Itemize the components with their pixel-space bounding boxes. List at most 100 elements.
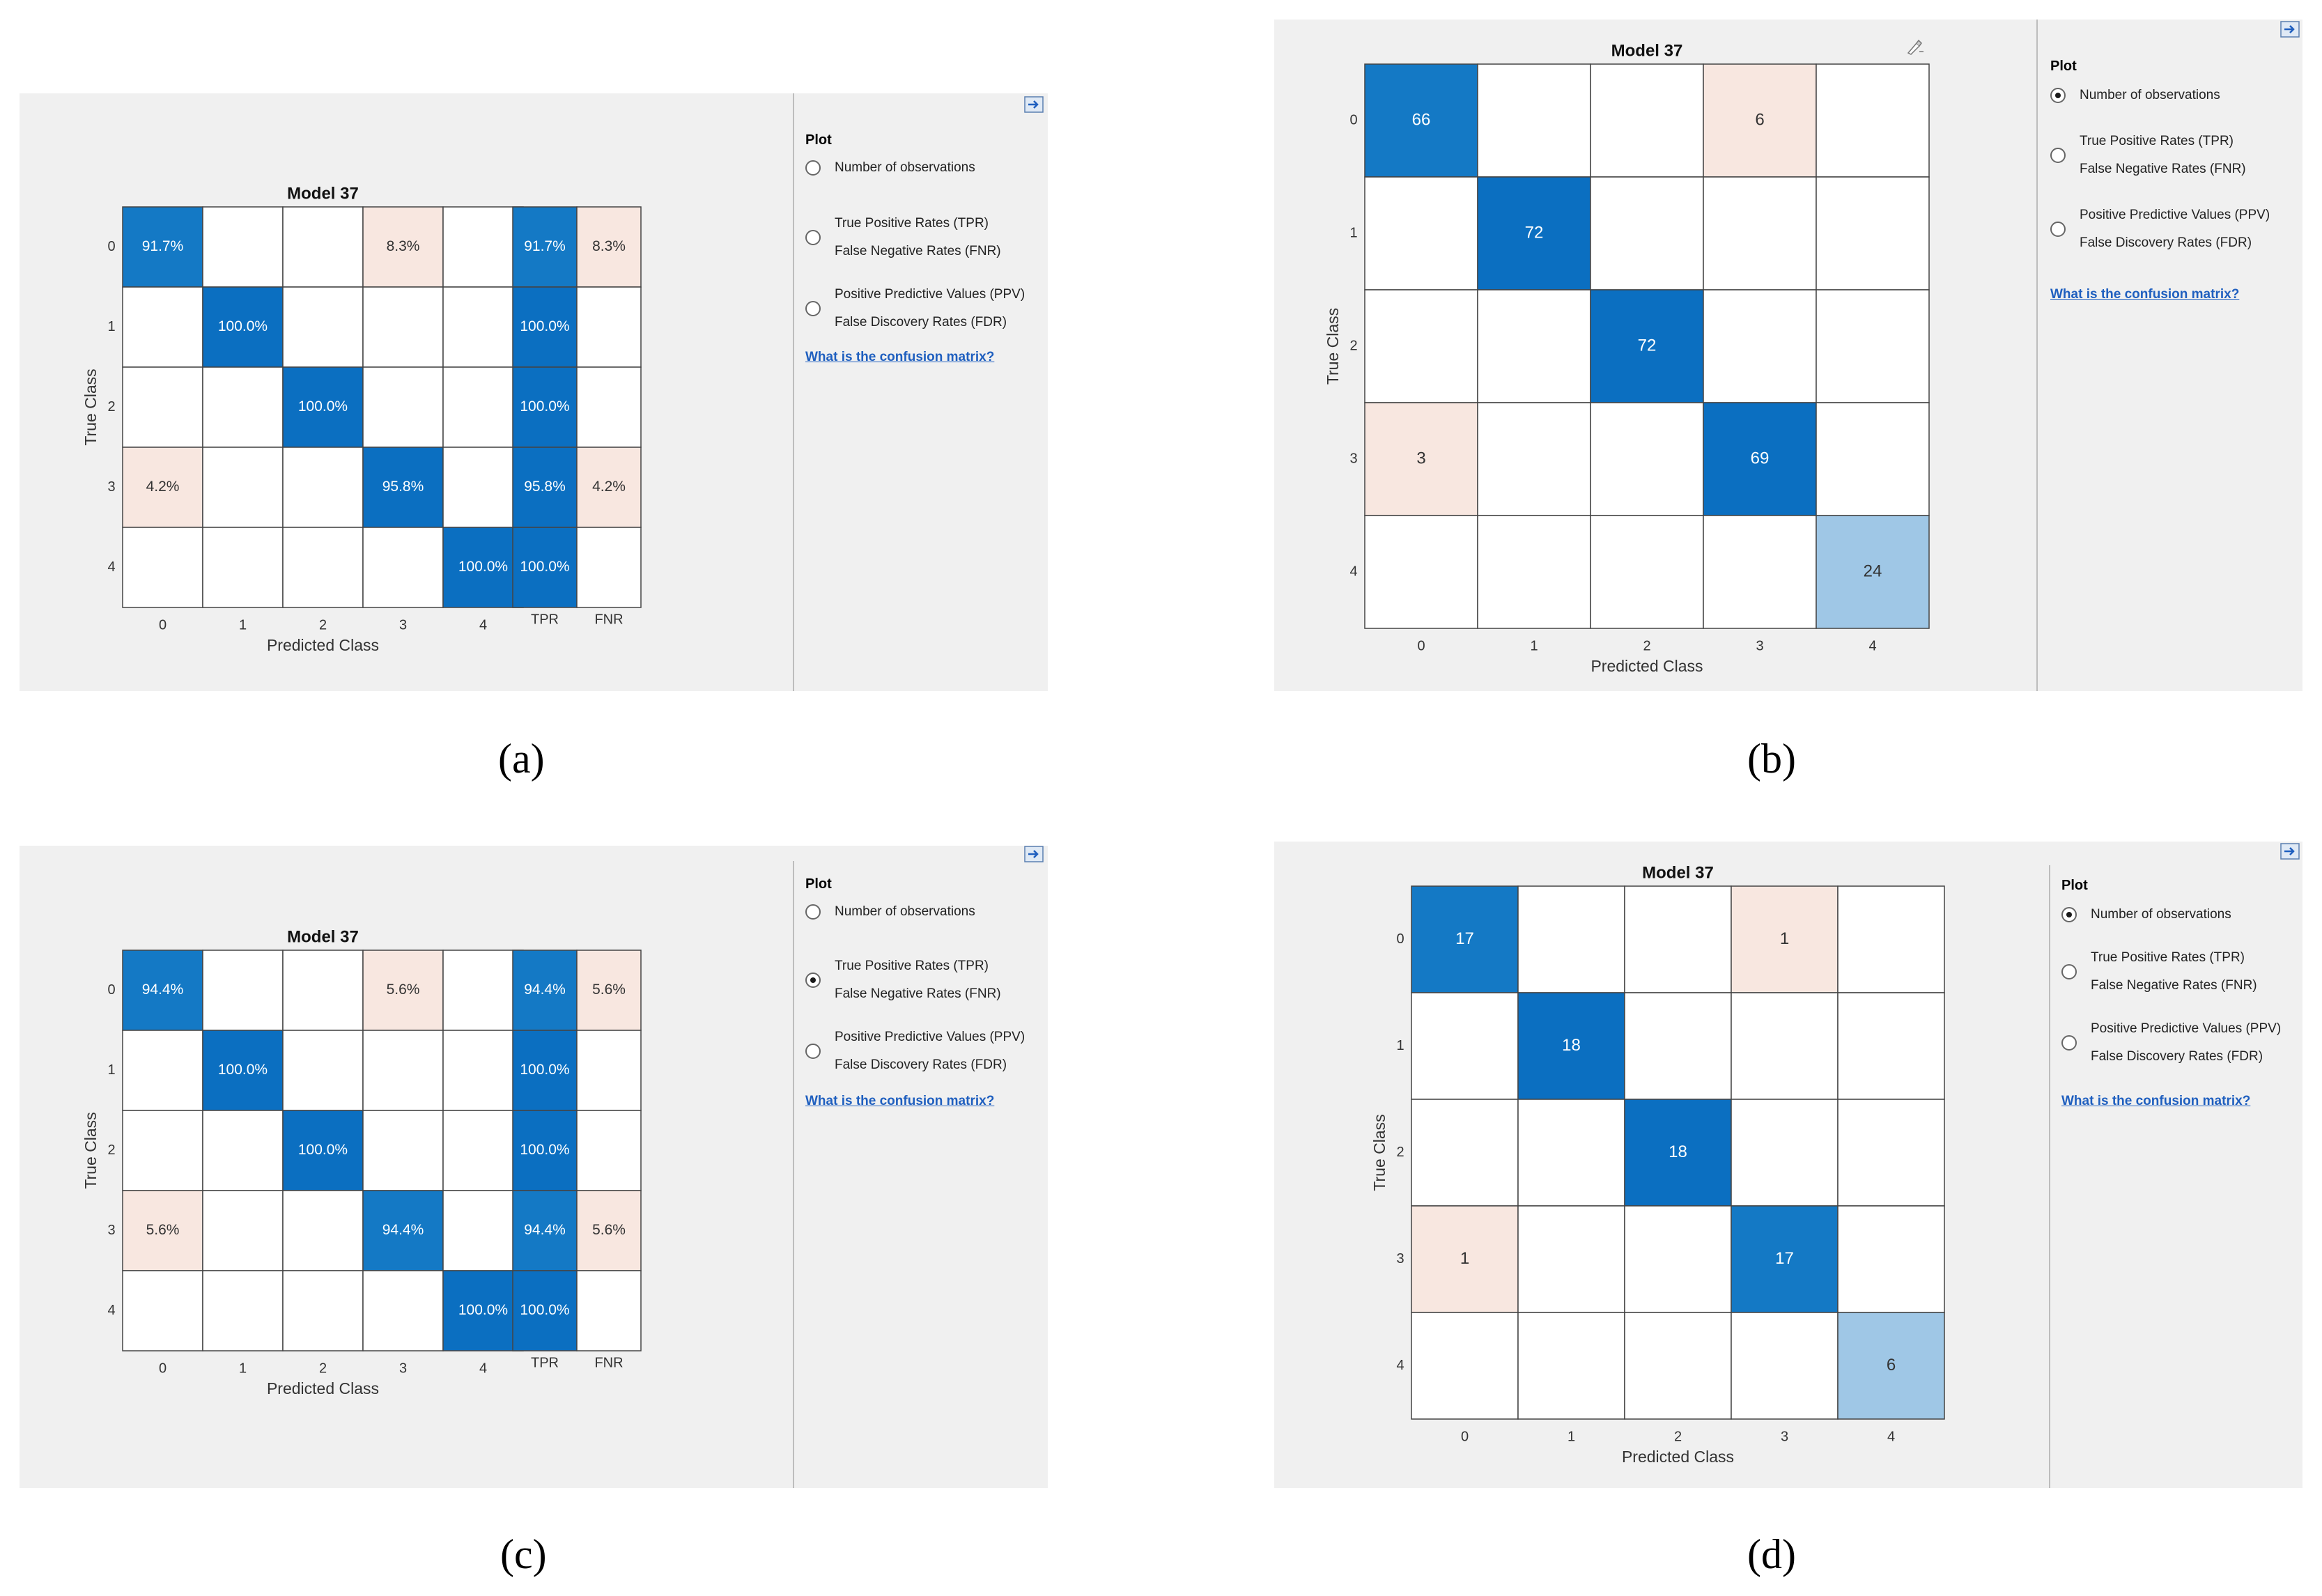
matrix-cell [122,1190,203,1271]
radio-circle[interactable] [805,904,821,920]
radio-circle[interactable] [805,1044,821,1059]
cell-value: 17 [1775,1249,1794,1268]
radio-circle[interactable] [805,301,821,316]
summary-cell [512,527,578,608]
matrix-cell [1517,1205,1625,1313]
x-axis-label: Predicted Class [267,1379,379,1397]
x-tick-label: 4 [1868,638,1876,653]
cell-value: 69 [1751,449,1770,467]
summary-cell [576,286,642,368]
caption-d: (d) [1747,1531,1796,1577]
cell-value: 8.3% [387,238,420,254]
matrix-cell [1477,289,1591,403]
matrix-cell [202,1110,284,1191]
y-tick-label: 1 [1349,225,1357,240]
plot-options-heading: Plot [805,876,832,892]
export-icon[interactable] [1024,96,1044,113]
cell-value: 4.2% [146,479,180,495]
cell-value: 1 [1780,929,1789,948]
radio-circle[interactable] [2061,907,2077,922]
x-tick-label: 3 [399,1361,407,1376]
radio-circle[interactable] [2061,964,2077,979]
y-tick-label: 2 [107,399,115,415]
matrix-cell [362,366,444,448]
y-axis-label: True Class [1324,308,1342,385]
matrix-cell [442,1030,524,1111]
matrix-cell [1477,515,1591,629]
matrix-cell [1411,1312,1519,1420]
matrix-cell [1364,515,1478,629]
matrix-cell [122,206,203,288]
x-tick-label: 3 [1756,638,1763,653]
radio-circle[interactable] [805,973,821,988]
caption-b: (b) [1747,736,1796,782]
cell-value: 100.0% [218,318,268,334]
confusion-matrix-help-link[interactable]: What is the confusion matrix? [2061,1094,2251,1108]
matrix-cell [442,447,524,528]
y-tick-label: 3 [107,479,115,495]
matrix-cell [1477,176,1591,290]
radio-circle[interactable] [805,160,821,176]
y-tick-label: 1 [107,319,115,334]
matrix-cell [1703,515,1817,629]
matrix-cell [1590,289,1704,403]
chart-title: Model 37 [1642,863,1714,882]
matrix-cell [1816,289,1930,403]
y-tick-label: 1 [107,1062,115,1078]
radio-label: Number of observations [2080,88,2220,102]
radio-circle[interactable] [2061,1035,2077,1051]
radio-circle[interactable] [2050,148,2066,163]
summary-cell [576,1030,642,1111]
plot-options-heading: Plot [805,132,832,148]
matrix-cell [122,950,203,1031]
export-icon[interactable] [2280,843,2300,860]
matrix-cell [442,950,524,1031]
y-tick-label: 3 [1349,451,1357,466]
confusion-matrix-help-link[interactable]: What is the confusion matrix? [2050,287,2240,302]
matrix-cell [1517,1312,1625,1420]
confusion-matrix-help-link[interactable]: What is the confusion matrix? [805,1094,995,1108]
cell-value: 6 [1755,110,1764,129]
panel-d: Model 37 17 1 18 18 1 17 6 0 1 2 3 4 0 1 2 3 4 Predicted C… [1274,842,2302,1488]
cell-value: 6 [1887,1356,1896,1374]
matrix-cell [1837,885,1945,993]
radio-circle[interactable] [2050,88,2066,103]
export-icon[interactable] [1024,846,1044,862]
cell-value: 91.7% [142,238,184,254]
summary-value: 100.0% [520,1062,569,1078]
y-tick-label: 0 [1349,112,1357,127]
matrix-cell [1816,63,1930,178]
x-tick-label: 0 [1417,638,1425,653]
matrix-cell [1517,885,1625,993]
x-tick-label: 4 [1887,1429,1895,1444]
radio-circle[interactable] [2050,222,2066,237]
radio-label-secondary: False Discovery Rates (FDR) [2080,235,2252,250]
radio-circle[interactable] [805,230,821,245]
matrix-cell [202,1190,284,1271]
matrix-cell [1411,1205,1519,1313]
y-axis-label: True Class [82,369,100,445]
y-tick-label: 4 [1349,564,1357,579]
confusion-matrix-help-link[interactable]: What is the confusion matrix? [805,350,995,364]
summary-cell [576,206,642,288]
plot-options-heading: Plot [2050,59,2077,74]
cell-value: 24 [1864,561,1882,580]
y-tick-label: 0 [1396,931,1404,947]
plot-options-panel [2049,865,2302,1488]
radio-label: Positive Predictive Values (PPV) [2091,1021,2282,1036]
matrix-cell [122,1270,203,1351]
matrix-cell [362,527,444,608]
matrix-cell [362,447,444,528]
radio-label: Positive Predictive Values (PPV) [835,1030,1025,1044]
x-tick-label: 0 [1461,1429,1469,1444]
cell-value: 5.6% [387,982,420,998]
radio-label-secondary: False Negative Rates (FNR) [835,244,1001,258]
matrix-cell [1703,289,1817,403]
cell-value: 100.0% [458,559,508,575]
summary-cell [512,1270,578,1351]
radio-label: Positive Predictive Values (PPV) [835,287,1025,302]
export-icon[interactable] [2280,21,2300,38]
edit-brush-icon[interactable] [1905,39,1925,56]
